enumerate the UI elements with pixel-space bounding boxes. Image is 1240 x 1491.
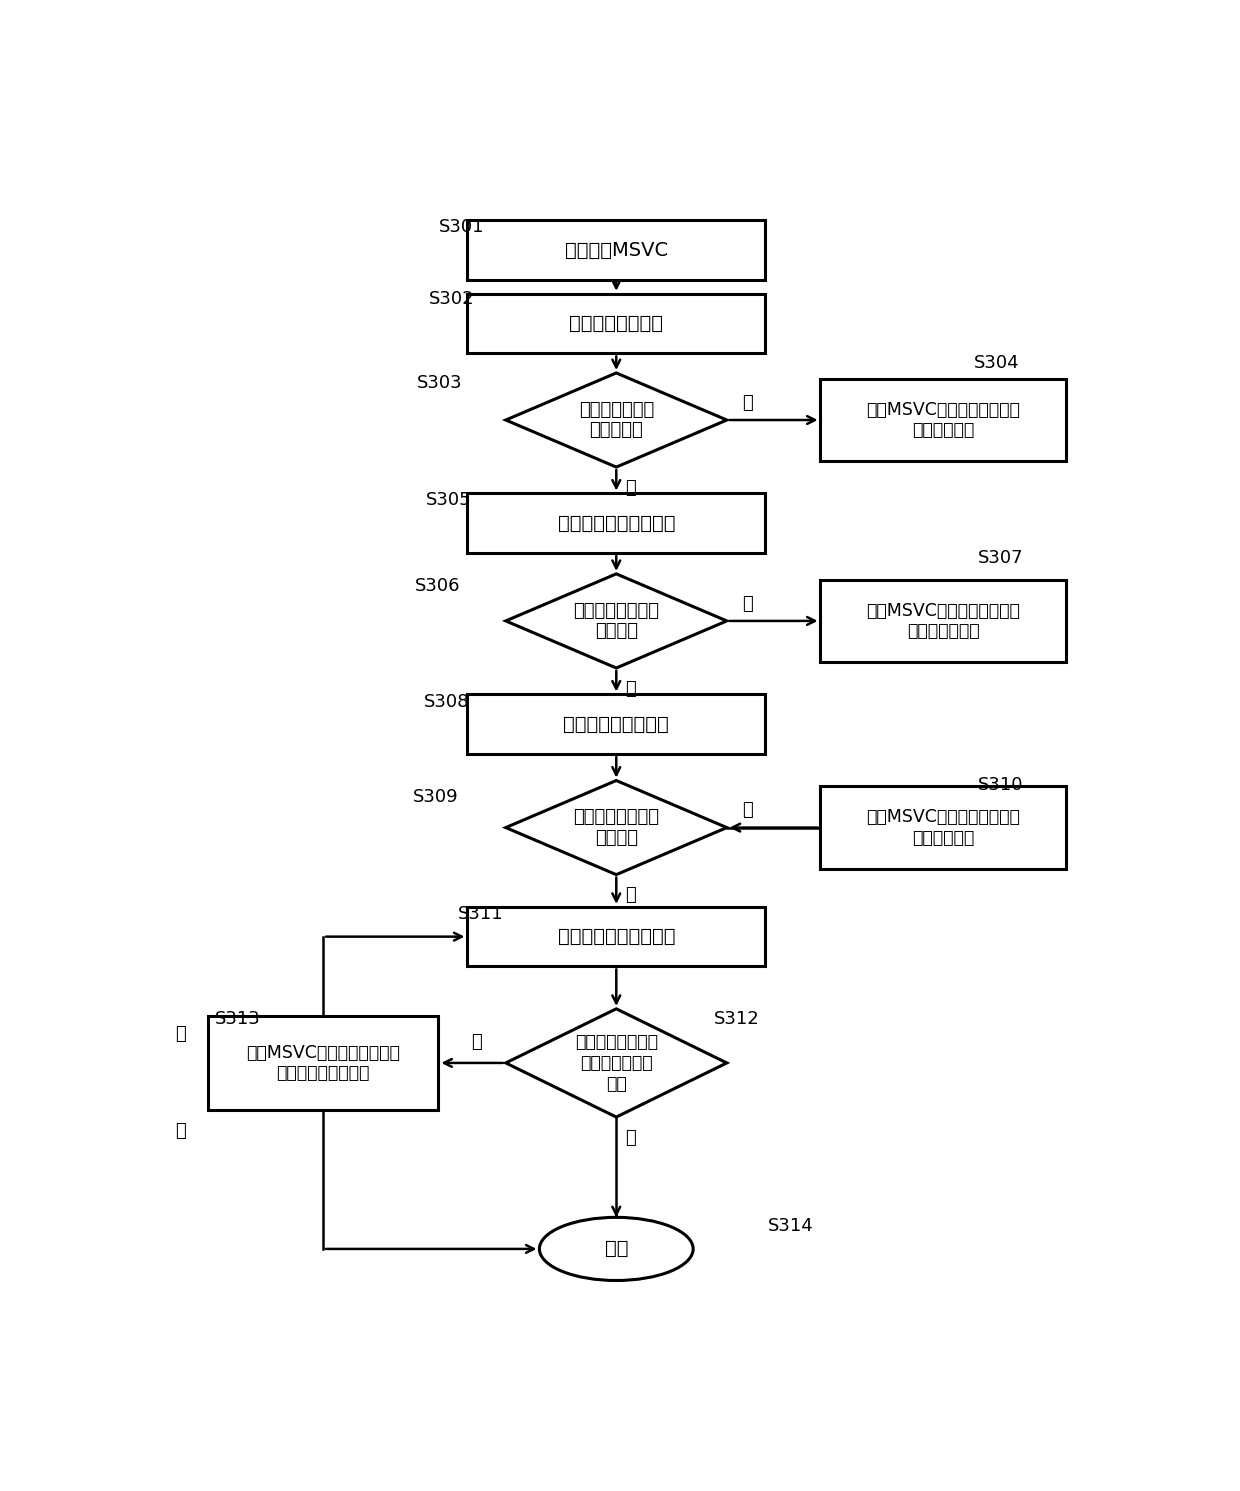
FancyBboxPatch shape	[467, 494, 765, 553]
Text: 支路首端电压监测: 支路首端电压监测	[569, 315, 663, 332]
FancyBboxPatch shape	[821, 580, 1065, 662]
FancyBboxPatch shape	[467, 907, 765, 966]
Text: 是: 是	[625, 1129, 636, 1147]
Polygon shape	[506, 780, 727, 875]
Text: S312: S312	[714, 1011, 760, 1029]
Text: 是: 是	[625, 479, 636, 497]
Text: 否: 否	[176, 1121, 186, 1139]
Text: 是: 是	[625, 886, 636, 905]
Text: S303: S303	[417, 374, 463, 392]
Text: S314: S314	[768, 1217, 813, 1235]
Text: 补偿点功率因数是
否在波动范围以
内？: 补偿点功率因数是 否在波动范围以 内？	[575, 1033, 657, 1093]
Text: 电压是否在波动
范围以内？: 电压是否在波动 范围以内？	[579, 401, 653, 440]
FancyBboxPatch shape	[208, 1015, 439, 1109]
Text: 否: 否	[743, 595, 754, 613]
Text: S310: S310	[977, 777, 1023, 795]
Text: 否: 否	[743, 394, 754, 412]
Text: S311: S311	[458, 905, 503, 923]
Text: S313: S313	[215, 1011, 260, 1029]
Text: 支路补偿点的电压监测: 支路补偿点的电压监测	[558, 514, 675, 532]
Text: 支路接入MSVC: 支路接入MSVC	[564, 240, 668, 259]
Text: 支路末端的电压监测: 支路末端的电压监测	[563, 714, 670, 734]
Text: 结束: 结束	[605, 1239, 627, 1258]
Text: 调节MSVC，使得首端电压在
波动范围以内: 调节MSVC，使得首端电压在 波动范围以内	[866, 401, 1021, 440]
Text: 调节MSVC，使得补馈点电压
在波动范围以内: 调节MSVC，使得补馈点电压 在波动范围以内	[866, 601, 1021, 640]
Text: S305: S305	[427, 492, 471, 510]
Text: 否: 否	[743, 801, 754, 820]
Ellipse shape	[539, 1217, 693, 1281]
FancyBboxPatch shape	[467, 294, 765, 353]
Text: S309: S309	[413, 787, 458, 805]
FancyBboxPatch shape	[821, 786, 1065, 869]
Text: S308: S308	[424, 693, 470, 711]
Text: 调节MSVC，使得末端电压在
波动范围以内: 调节MSVC，使得末端电压在 波动范围以内	[866, 808, 1021, 847]
FancyBboxPatch shape	[821, 379, 1065, 461]
Text: S306: S306	[414, 577, 460, 595]
Text: S307: S307	[977, 549, 1023, 567]
Polygon shape	[506, 574, 727, 668]
Text: 是: 是	[176, 1026, 186, 1044]
Text: 否: 否	[471, 1033, 482, 1051]
FancyBboxPatch shape	[467, 221, 765, 280]
Text: 电压是否在波动范
围以内？: 电压是否在波动范 围以内？	[573, 808, 660, 847]
Text: 调节MSVC，使得补偿点功率
因数在波动范围以内: 调节MSVC，使得补偿点功率 因数在波动范围以内	[247, 1044, 401, 1082]
Text: 支路补偿点的电流监测: 支路补偿点的电流监测	[558, 927, 675, 947]
Text: S304: S304	[973, 353, 1019, 371]
Polygon shape	[506, 373, 727, 467]
Text: 电压是否在波动范
围以内？: 电压是否在波动范 围以内？	[573, 601, 660, 640]
Text: 是: 是	[625, 680, 636, 698]
Polygon shape	[506, 1009, 727, 1117]
Text: S301: S301	[439, 218, 484, 236]
FancyBboxPatch shape	[467, 695, 765, 754]
Text: S302: S302	[429, 291, 475, 309]
